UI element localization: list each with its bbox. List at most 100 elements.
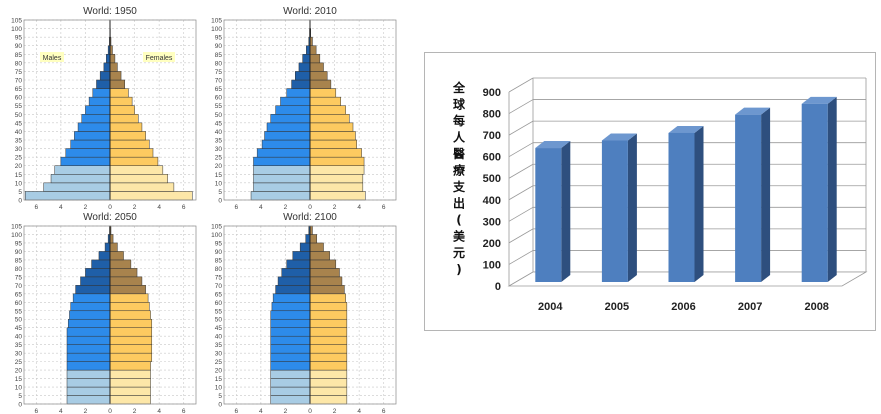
gridline-side bbox=[508, 99, 534, 114]
bar bbox=[535, 148, 562, 282]
age-tick-label: 25 bbox=[215, 155, 223, 162]
y-tick-label: 400 bbox=[483, 195, 501, 207]
x-tick-label: 0 bbox=[108, 408, 112, 414]
age-tick-label: 15 bbox=[215, 376, 223, 383]
age-tick-label: 50 bbox=[215, 317, 223, 324]
age-tick-label: 5 bbox=[18, 393, 22, 400]
x-tick-label: 6 bbox=[182, 204, 186, 211]
age-tick-label: 65 bbox=[215, 291, 223, 298]
pyramid-panel: World: 195005101520253035404550556065707… bbox=[11, 6, 197, 211]
x-tick-label: 2006 bbox=[671, 301, 695, 313]
age-tick-label: 55 bbox=[215, 103, 223, 110]
age-tick-label: 20 bbox=[215, 368, 223, 375]
age-tick-label: 85 bbox=[215, 52, 223, 59]
y-tick-label: 300 bbox=[483, 216, 501, 228]
age-tick-label: 65 bbox=[15, 86, 23, 93]
age-tick-label: 35 bbox=[215, 342, 223, 349]
bar-top bbox=[668, 125, 704, 133]
age-tick-label: 20 bbox=[15, 163, 23, 170]
bar-side bbox=[561, 141, 571, 282]
age-tick-label: 85 bbox=[15, 52, 23, 59]
age-tick-label: 95 bbox=[215, 35, 223, 42]
age-tick-label: 105 bbox=[11, 18, 22, 25]
age-tick-label: 30 bbox=[215, 146, 223, 153]
population-pyramids: World: 195005101520253035404550556065707… bbox=[11, 6, 397, 414]
age-tick-label: 80 bbox=[15, 266, 23, 273]
age-tick-label: 0 bbox=[218, 402, 222, 409]
bar-top bbox=[601, 133, 637, 141]
age-tick-label: 75 bbox=[15, 69, 23, 76]
x-tick-label: 2004 bbox=[538, 301, 563, 313]
age-tick-label: 100 bbox=[211, 26, 222, 33]
bar-top bbox=[735, 107, 771, 115]
x-tick-label: 2007 bbox=[738, 301, 762, 313]
y-axis-label-char: 美 bbox=[453, 229, 466, 244]
x-tick-label: 6 bbox=[382, 408, 386, 414]
age-tick-label: 60 bbox=[15, 95, 23, 102]
legend-males: Males bbox=[43, 55, 62, 62]
y-axis-label-char: 人 bbox=[453, 130, 466, 145]
x-tick-label: 2008 bbox=[804, 301, 828, 313]
age-tick-label: 30 bbox=[215, 351, 223, 358]
age-tick-label: 20 bbox=[215, 163, 223, 170]
age-tick-label: 40 bbox=[15, 334, 23, 341]
y-tick-label: 100 bbox=[483, 259, 501, 271]
age-tick-label: 10 bbox=[15, 180, 23, 187]
x-tick-label: 6 bbox=[234, 204, 238, 211]
x-tick-label: 6 bbox=[182, 408, 186, 414]
age-tick-label: 25 bbox=[15, 359, 23, 366]
bar-side bbox=[761, 107, 771, 282]
age-tick-label: 75 bbox=[215, 69, 223, 76]
y-tick-label: 200 bbox=[483, 238, 501, 250]
age-tick-label: 25 bbox=[15, 155, 23, 162]
age-tick-label: 50 bbox=[15, 317, 23, 324]
age-tick-label: 95 bbox=[15, 240, 23, 247]
age-tick-label: 0 bbox=[18, 198, 22, 205]
age-tick-label: 45 bbox=[15, 120, 23, 127]
pyramid-panel: World: 201005101520253035404550556065707… bbox=[211, 6, 397, 211]
y-tick-label: 700 bbox=[483, 130, 501, 142]
bar bbox=[668, 132, 695, 282]
legend-males-box bbox=[40, 52, 64, 62]
age-tick-label: 70 bbox=[215, 78, 223, 85]
age-tick-label: 40 bbox=[215, 334, 223, 341]
gridline-side bbox=[508, 250, 534, 265]
age-tick-label: 105 bbox=[211, 224, 222, 231]
x-tick-label: 6 bbox=[34, 408, 38, 414]
age-tick-label: 70 bbox=[215, 283, 223, 290]
age-tick-label: 70 bbox=[15, 78, 23, 85]
age-tick-label: 90 bbox=[215, 249, 223, 256]
age-tick-label: 15 bbox=[15, 376, 23, 383]
age-tick-label: 60 bbox=[15, 300, 23, 307]
gridline-side bbox=[508, 77, 534, 93]
age-tick-label: 35 bbox=[15, 342, 23, 349]
age-tick-label: 80 bbox=[215, 60, 223, 67]
age-tick-label: 90 bbox=[215, 43, 223, 50]
x-tick-label: 0 bbox=[308, 408, 312, 414]
age-tick-label: 45 bbox=[215, 120, 223, 127]
age-tick-label: 0 bbox=[18, 402, 22, 409]
pyramid-title: World: 2010 bbox=[283, 6, 337, 17]
age-tick-label: 10 bbox=[215, 180, 223, 187]
plot-frame bbox=[223, 225, 397, 405]
y-axis-label-char: ( bbox=[456, 213, 461, 227]
x-tick-label: 4 bbox=[59, 408, 63, 414]
y-axis-label-char: 球 bbox=[453, 97, 466, 112]
x-tick-label: 0 bbox=[108, 204, 112, 211]
age-tick-label: 65 bbox=[215, 86, 223, 93]
x-tick-label: 2 bbox=[284, 408, 288, 414]
bar bbox=[735, 114, 762, 282]
x-tick-label: 2 bbox=[84, 204, 88, 211]
age-tick-label: 15 bbox=[15, 172, 23, 179]
age-tick-label: 65 bbox=[15, 291, 23, 298]
bar-chart-plot: 0 100 200 300 400 500 600 700 800 900 2004 2005 2006… bbox=[452, 77, 868, 313]
x-tick-label: 2 bbox=[333, 204, 337, 211]
y-axis-label-char: ) bbox=[456, 263, 461, 277]
age-tick-label: 80 bbox=[215, 266, 223, 273]
age-tick-label: 50 bbox=[15, 112, 23, 119]
age-tick-label: 55 bbox=[15, 308, 23, 315]
x-tick-label: 4 bbox=[259, 204, 263, 211]
gridline-side bbox=[508, 142, 534, 158]
age-tick-label: 100 bbox=[11, 26, 22, 33]
y-tick-label: 500 bbox=[483, 173, 501, 185]
